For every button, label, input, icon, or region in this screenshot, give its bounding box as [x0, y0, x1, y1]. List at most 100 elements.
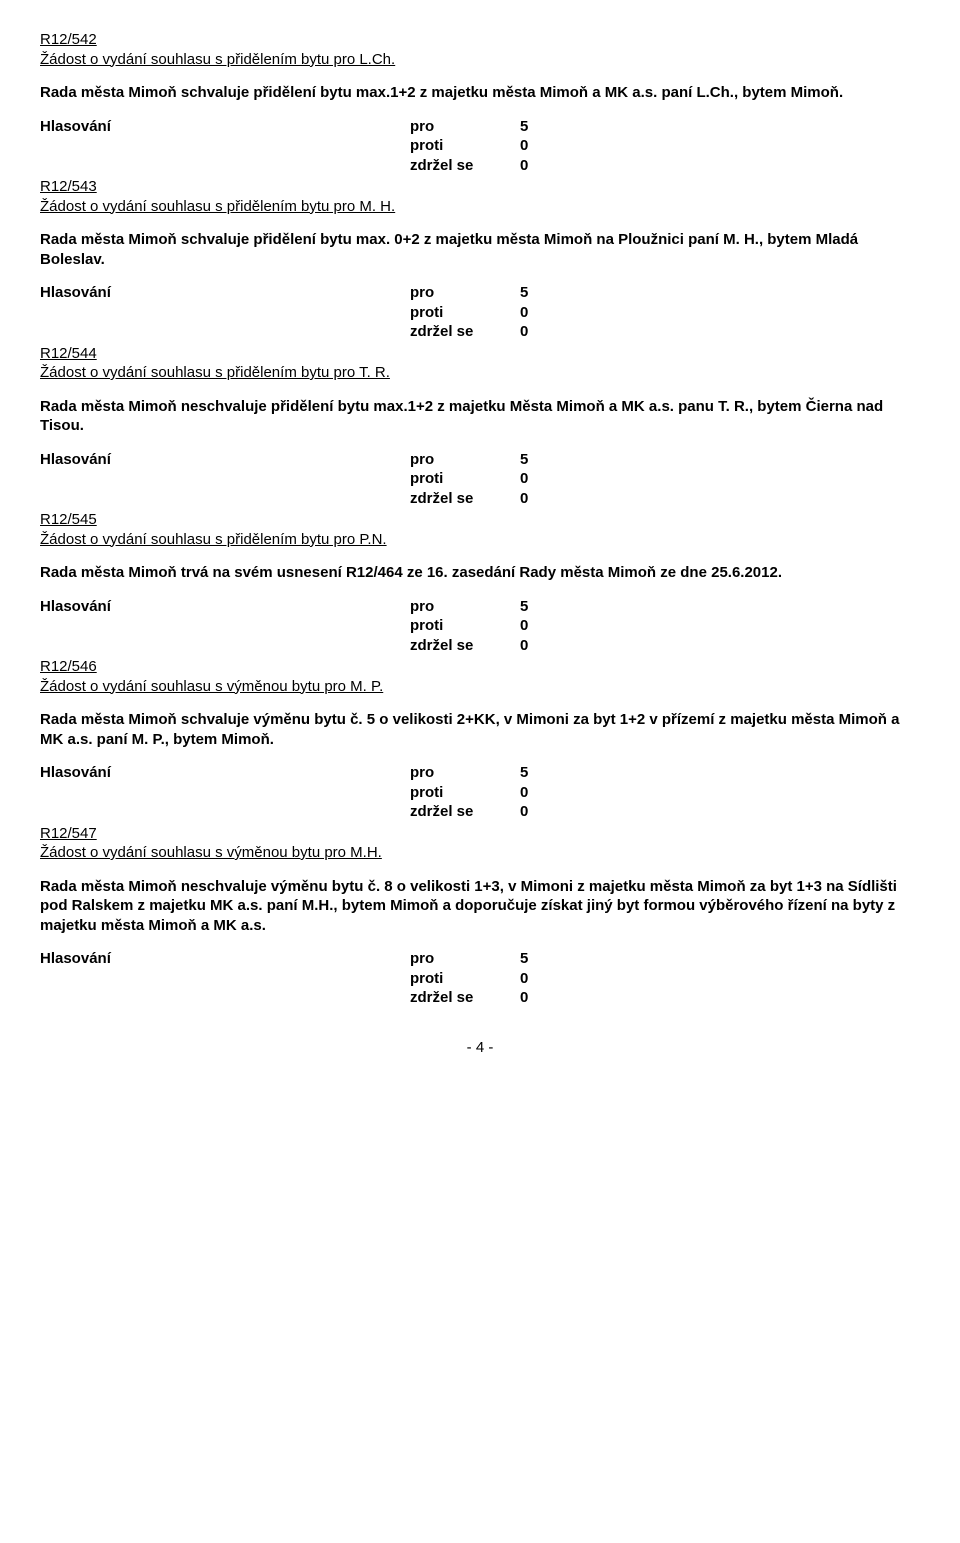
vote-label-empty — [40, 636, 410, 656]
section-2: R12/543 Žádost o vydání souhlasu s přidě… — [40, 177, 920, 342]
vote-label-empty — [40, 783, 410, 803]
vote-block: Hlasování pro 5 proti 0 zdržel se 0 — [40, 949, 920, 1008]
vote-row: Hlasování pro 5 — [40, 949, 920, 969]
vote-label-empty — [40, 303, 410, 323]
vote-value: 0 — [520, 783, 560, 803]
vote-field: zdržel se — [410, 489, 520, 509]
request-title: Žádost o vydání souhlasu s výměnou bytu … — [40, 677, 920, 697]
vote-value: 5 — [520, 763, 560, 783]
vote-row: zdržel se 0 — [40, 988, 920, 1008]
vote-row: zdržel se 0 — [40, 156, 920, 176]
request-title: Žádost o vydání souhlasu s výměnou bytu … — [40, 843, 920, 863]
vote-row: zdržel se 0 — [40, 636, 920, 656]
vote-row: zdržel se 0 — [40, 802, 920, 822]
request-title: Žádost o vydání souhlasu s přidělením by… — [40, 197, 920, 217]
vote-value: 0 — [520, 489, 560, 509]
resolution-body: Rada města Mimoň schvaluje přidělení byt… — [40, 83, 920, 103]
vote-field: proti — [410, 783, 520, 803]
vote-field: proti — [410, 969, 520, 989]
vote-value: 5 — [520, 283, 560, 303]
vote-row: proti 0 — [40, 303, 920, 323]
vote-label-empty — [40, 616, 410, 636]
vote-field: pro — [410, 597, 520, 617]
section-6: R12/547 Žádost o vydání souhlasu s výměn… — [40, 824, 920, 1008]
vote-label-empty — [40, 802, 410, 822]
vote-row: proti 0 — [40, 616, 920, 636]
ref-code: R12/544 — [40, 344, 920, 364]
vote-label-empty — [40, 469, 410, 489]
vote-row: proti 0 — [40, 969, 920, 989]
vote-field: zdržel se — [410, 802, 520, 822]
vote-block: Hlasování pro 5 proti 0 zdržel se 0 — [40, 763, 920, 822]
vote-label-empty — [40, 322, 410, 342]
vote-field: zdržel se — [410, 636, 520, 656]
vote-value: 5 — [520, 117, 560, 137]
section-1: R12/542 Žádost o vydání souhlasu s přidě… — [40, 30, 920, 175]
resolution-body: Rada města Mimoň neschvaluje přidělení b… — [40, 397, 920, 436]
vote-field: pro — [410, 949, 520, 969]
vote-field: proti — [410, 616, 520, 636]
vote-value: 0 — [520, 469, 560, 489]
section-5: R12/546 Žádost o vydání souhlasu s výměn… — [40, 657, 920, 822]
ref-code: R12/547 — [40, 824, 920, 844]
vote-field: proti — [410, 303, 520, 323]
vote-row: zdržel se 0 — [40, 489, 920, 509]
request-title: Žádost o vydání souhlasu s přidělením by… — [40, 50, 920, 70]
ref-code: R12/543 — [40, 177, 920, 197]
resolution-body: Rada města Mimoň schvaluje přidělení byt… — [40, 230, 920, 269]
vote-label-empty — [40, 156, 410, 176]
vote-value: 0 — [520, 156, 560, 176]
request-title: Žádost o vydání souhlasu s přidělením by… — [40, 530, 920, 550]
vote-field: pro — [410, 450, 520, 470]
vote-field: pro — [410, 763, 520, 783]
vote-field: pro — [410, 283, 520, 303]
vote-label: Hlasování — [40, 117, 410, 137]
vote-label-empty — [40, 136, 410, 156]
vote-value: 0 — [520, 136, 560, 156]
section-3: R12/544 Žádost o vydání souhlasu s přidě… — [40, 344, 920, 509]
vote-field: zdržel se — [410, 156, 520, 176]
vote-value: 0 — [520, 802, 560, 822]
vote-value: 5 — [520, 597, 560, 617]
vote-block: Hlasování pro 5 proti 0 zdržel se 0 — [40, 597, 920, 656]
vote-value: 5 — [520, 450, 560, 470]
ref-code: R12/542 — [40, 30, 920, 50]
section-4: R12/545 Žádost o vydání souhlasu s přidě… — [40, 510, 920, 655]
ref-code: R12/545 — [40, 510, 920, 530]
vote-value: 5 — [520, 949, 560, 969]
vote-block: Hlasování pro 5 proti 0 zdržel se 0 — [40, 450, 920, 509]
vote-label-empty — [40, 988, 410, 1008]
vote-label-empty — [40, 489, 410, 509]
vote-field: proti — [410, 136, 520, 156]
vote-row: Hlasování pro 5 — [40, 117, 920, 137]
vote-value: 0 — [520, 988, 560, 1008]
vote-value: 0 — [520, 636, 560, 656]
vote-value: 0 — [520, 616, 560, 636]
vote-value: 0 — [520, 969, 560, 989]
vote-block: Hlasování pro 5 proti 0 zdržel se 0 — [40, 283, 920, 342]
resolution-body: Rada města Mimoň trvá na svém usnesení R… — [40, 563, 920, 583]
vote-field: proti — [410, 469, 520, 489]
vote-row: proti 0 — [40, 783, 920, 803]
vote-row: zdržel se 0 — [40, 322, 920, 342]
resolution-body: Rada města Mimoň neschvaluje výměnu bytu… — [40, 877, 920, 936]
request-title: Žádost o vydání souhlasu s přidělením by… — [40, 363, 920, 383]
vote-label: Hlasování — [40, 597, 410, 617]
vote-row: proti 0 — [40, 469, 920, 489]
vote-row: Hlasování pro 5 — [40, 450, 920, 470]
vote-label: Hlasování — [40, 450, 410, 470]
vote-block: Hlasování pro 5 proti 0 zdržel se 0 — [40, 117, 920, 176]
vote-field: zdržel se — [410, 322, 520, 342]
vote-field: pro — [410, 117, 520, 137]
vote-value: 0 — [520, 303, 560, 323]
vote-label-empty — [40, 969, 410, 989]
vote-label: Hlasování — [40, 949, 410, 969]
vote-value: 0 — [520, 322, 560, 342]
resolution-body: Rada města Mimoň schvaluje výměnu bytu č… — [40, 710, 920, 749]
vote-label: Hlasování — [40, 763, 410, 783]
vote-row: proti 0 — [40, 136, 920, 156]
page-number: - 4 - — [40, 1038, 920, 1058]
vote-row: Hlasování pro 5 — [40, 283, 920, 303]
vote-label: Hlasování — [40, 283, 410, 303]
ref-code: R12/546 — [40, 657, 920, 677]
